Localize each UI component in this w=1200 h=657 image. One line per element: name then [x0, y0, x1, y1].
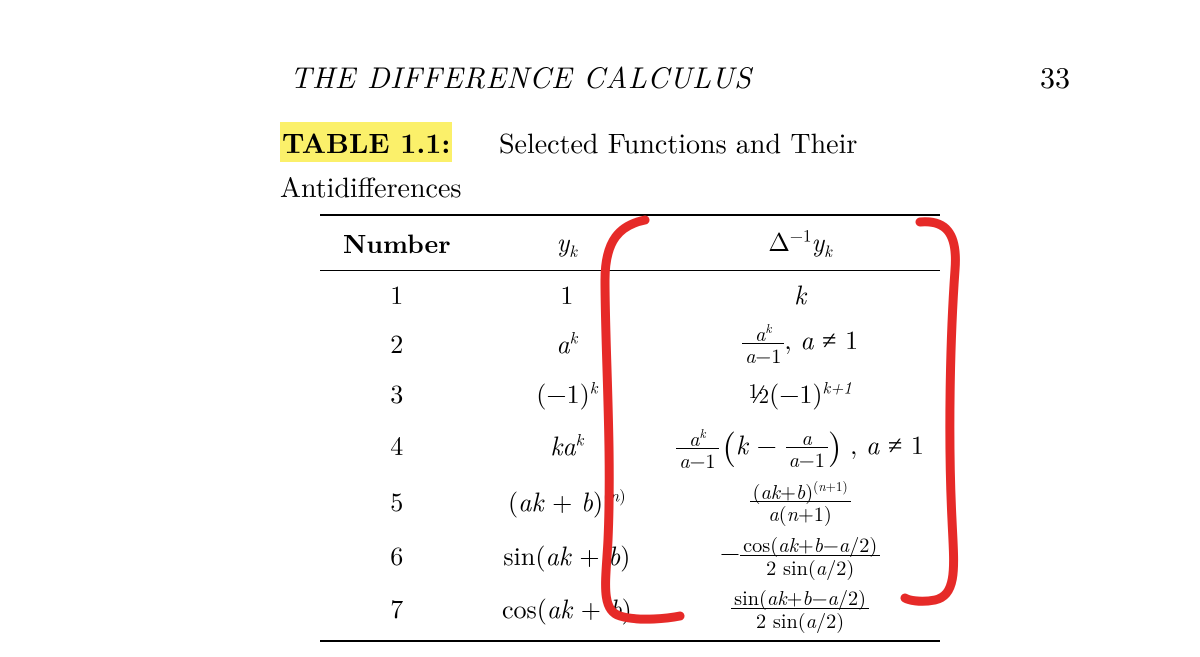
cell-yk: sin(ak + b): [474, 528, 661, 581]
table-row: 6sin(ak + b)−cos(ak+b−a/2)2 sin(a/2): [320, 528, 940, 581]
cell-number: 5: [320, 474, 474, 528]
running-title: THE DIFFERENCE CALCULUS: [290, 54, 751, 97]
table-row: 4kakaka−1(k − aa−1) , a ≠ 1: [320, 415, 940, 474]
caption-text-1: Selected Functions and Their: [499, 122, 857, 162]
cell-number: 2: [320, 316, 474, 370]
table-row: 7cos(ak + b)sin(ak+b−a/2)2 sin(a/2): [320, 581, 940, 641]
cell-number: 1: [320, 271, 474, 317]
header-number: Number: [320, 215, 474, 271]
cell-dyk: (ak+b)(n+1)a(n+1): [660, 474, 940, 528]
table-row: 2akaka−1, a ≠ 1: [320, 316, 940, 370]
cell-dyk: −cos(ak+b−a/2)2 sin(a/2): [660, 528, 940, 581]
table-row: 3(−1)k1∕2(−1)k+1: [320, 370, 940, 415]
table-label: TABLE 1.1:: [280, 122, 452, 162]
cell-yk: kak: [474, 415, 661, 474]
cell-number: 7: [320, 581, 474, 641]
table-header-row: Number yk Δ−1yk: [320, 215, 940, 271]
running-head: THE DIFFERENCE CALCULUS 33: [40, 54, 1160, 97]
cell-yk: cos(ak + b): [474, 581, 661, 641]
page: THE DIFFERENCE CALCULUS 33 TABLE 1.1: Se…: [0, 0, 1200, 657]
cell-number: 6: [320, 528, 474, 581]
cell-dyk: aka−1, a ≠ 1: [660, 316, 940, 370]
header-yk: yk: [474, 215, 661, 271]
cell-dyk: sin(ak+b−a/2)2 sin(a/2): [660, 581, 940, 641]
caption-line-1: TABLE 1.1: Selected Functions and Their: [280, 125, 1000, 160]
table-row: 5(ak + b)(n)(ak+b)(n+1)a(n+1): [320, 474, 940, 528]
antidifference-table: Number yk Δ−1yk 11k2akaka−1, a ≠ 13(−1)k…: [320, 214, 940, 642]
cell-dyk: aka−1(k − aa−1) , a ≠ 1: [660, 415, 940, 474]
cell-yk: ak: [474, 316, 661, 370]
cell-yk: (ak + b)(n): [474, 474, 661, 528]
caption-line-2: Antidifferences: [280, 166, 1000, 206]
cell-dyk: k: [660, 271, 940, 317]
table-body: 11k2akaka−1, a ≠ 13(−1)k1∕2(−1)k+14kakak…: [320, 271, 940, 641]
header-dyk: Δ−1yk: [660, 215, 940, 271]
cell-number: 3: [320, 370, 474, 415]
cell-yk: (−1)k: [474, 370, 661, 415]
page-number: 33: [1040, 54, 1070, 97]
table-block: TABLE 1.1: Selected Functions and Their …: [280, 125, 1000, 642]
cell-dyk: 1∕2(−1)k+1: [660, 370, 940, 415]
cell-yk: 1: [474, 271, 661, 317]
cell-number: 4: [320, 415, 474, 474]
table-row: 11k: [320, 271, 940, 317]
